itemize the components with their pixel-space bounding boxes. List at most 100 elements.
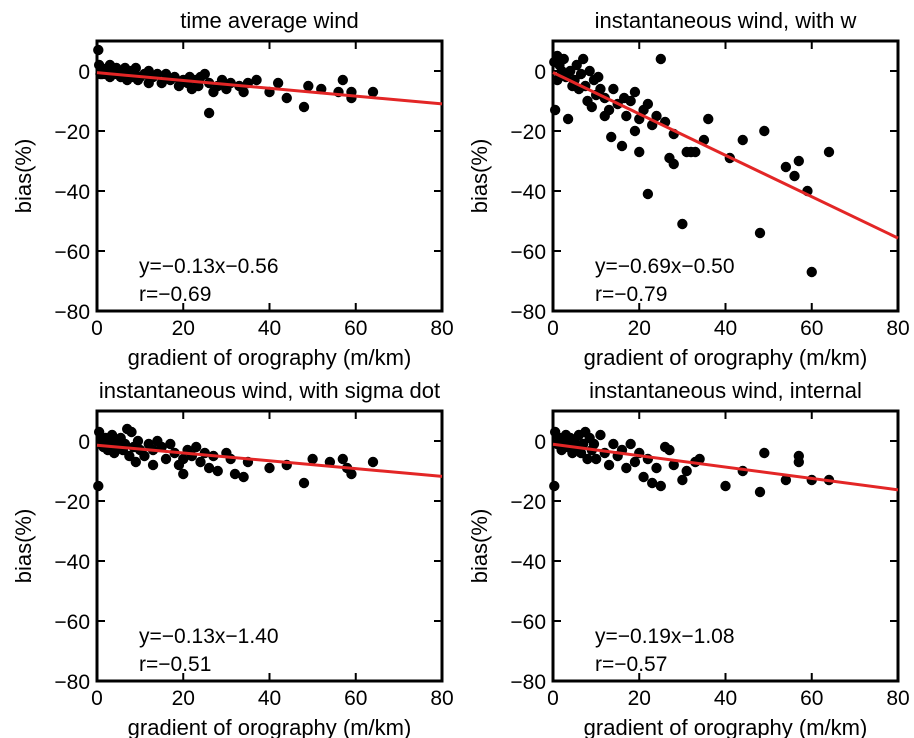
data-point xyxy=(367,456,379,468)
y-tick-label: −40 xyxy=(54,181,90,204)
data-point xyxy=(720,480,731,492)
data-point xyxy=(346,468,357,480)
data-point xyxy=(195,456,206,468)
data-point xyxy=(629,86,641,98)
x-axis-label: gradient of orography (m/km) xyxy=(584,715,868,738)
data-point xyxy=(178,453,189,465)
data-point xyxy=(588,438,600,450)
data-point xyxy=(575,68,587,80)
data-point xyxy=(147,459,159,471)
data-point xyxy=(608,438,619,450)
y-tick-label: −40 xyxy=(54,551,90,574)
chart-title: instantaneous wind, internal xyxy=(589,378,862,403)
y-tick-label: −40 xyxy=(510,551,546,574)
data-point xyxy=(634,146,645,158)
data-point xyxy=(582,453,593,465)
data-point xyxy=(823,146,835,158)
data-point xyxy=(212,465,223,477)
data-point xyxy=(178,468,189,480)
y-axis-label: bias(%) xyxy=(467,139,492,214)
data-point xyxy=(646,477,658,489)
x-tick-label: 0 xyxy=(91,687,103,710)
regression-line xyxy=(96,443,443,478)
x-axis-label: gradient of orography (m/km) xyxy=(128,345,412,370)
y-axis-label: bias(%) xyxy=(11,139,36,214)
data-point xyxy=(677,218,688,230)
data-point xyxy=(677,474,688,486)
data-point xyxy=(272,77,284,89)
data-point xyxy=(664,444,675,456)
data-point xyxy=(367,86,379,98)
data-point xyxy=(655,53,667,65)
regression-equation: y=−0.13x−1.40 xyxy=(139,625,279,648)
data-point xyxy=(780,474,792,486)
data-point xyxy=(303,80,314,92)
data-point xyxy=(126,426,137,438)
data-point xyxy=(638,471,649,483)
data-point xyxy=(298,101,310,113)
y-tick-label: 0 xyxy=(534,431,546,454)
data-point xyxy=(549,104,561,116)
data-point xyxy=(606,131,617,143)
data-point xyxy=(655,480,667,492)
data-point xyxy=(625,95,636,107)
regression-equation: y=−0.13x−0.56 xyxy=(139,255,279,278)
data-point xyxy=(754,227,766,239)
data-point xyxy=(160,453,172,465)
data-point xyxy=(595,429,606,441)
data-point xyxy=(130,62,142,74)
y-tick-label: −80 xyxy=(54,301,90,324)
x-tick-label: 40 xyxy=(714,317,737,340)
data-point xyxy=(281,92,292,104)
data-point xyxy=(298,477,310,489)
data-point xyxy=(203,107,215,119)
y-tick-label: −60 xyxy=(54,611,90,634)
data-point xyxy=(668,459,679,471)
data-point xyxy=(238,86,249,98)
data-point xyxy=(629,456,641,468)
data-point xyxy=(694,453,705,465)
y-tick-label: 0 xyxy=(78,61,90,84)
chart-panel-1: time average wind 0 20 40 60 80 0 −20 −40 −60 −80 g… xyxy=(11,8,454,370)
data-point xyxy=(603,104,615,116)
data-point xyxy=(577,53,589,65)
data-point xyxy=(337,74,349,86)
x-tick-label: 80 xyxy=(886,687,909,710)
data-point xyxy=(681,465,692,477)
y-tick-label: 0 xyxy=(534,61,546,84)
data-point xyxy=(737,134,748,146)
correlation-label: r=−0.79 xyxy=(595,283,667,306)
data-point xyxy=(593,71,604,83)
data-point xyxy=(139,450,150,462)
y-tick-label: 0 xyxy=(78,431,90,454)
data-point xyxy=(584,65,595,77)
data-point xyxy=(759,125,770,137)
x-tick-label: 20 xyxy=(628,317,651,340)
data-point xyxy=(595,83,606,95)
y-tick-label: −20 xyxy=(510,491,546,514)
y-tick-label: −20 xyxy=(510,121,546,144)
chart-panel-3: instantaneous wind, with sigma dot 0 20 40 6… xyxy=(11,378,454,738)
data-point xyxy=(642,98,654,110)
y-tick-label: −60 xyxy=(54,241,90,264)
data-point xyxy=(251,74,262,86)
data-point xyxy=(789,170,800,182)
data-point xyxy=(668,158,679,170)
x-tick-label: 40 xyxy=(714,687,737,710)
data-point xyxy=(264,462,275,474)
data-point xyxy=(621,462,632,474)
data-point xyxy=(130,456,142,468)
correlation-label: r=−0.51 xyxy=(139,653,211,676)
data-point xyxy=(203,462,215,474)
data-point xyxy=(642,188,654,200)
x-tick-label: 80 xyxy=(430,317,453,340)
x-axis-label: gradient of orography (m/km) xyxy=(584,345,868,370)
y-axis-label: bias(%) xyxy=(467,509,492,584)
data-point xyxy=(651,462,662,474)
chart-title: instantaneous wind, with sigma dot xyxy=(99,378,440,403)
data-point xyxy=(143,65,154,77)
y-tick-label: −60 xyxy=(510,241,546,264)
data-point xyxy=(156,77,167,89)
regression-line xyxy=(552,71,899,240)
